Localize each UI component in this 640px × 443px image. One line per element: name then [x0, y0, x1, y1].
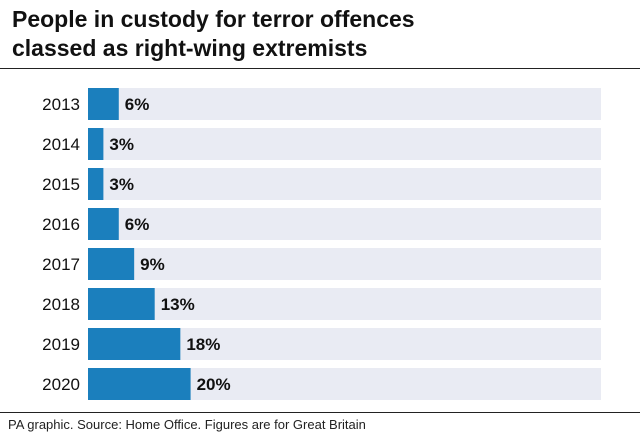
category-label-2015: 2015: [42, 175, 80, 194]
category-label-2019: 2019: [42, 335, 80, 354]
value-label-2013: 6%: [125, 95, 150, 114]
value-label-2015: 3%: [109, 175, 134, 194]
bar-chart: 2013 6% 2014 3% 2015 3% 2016 6% 2017 9% 2018 13% 201…: [42, 88, 601, 400]
source-note: PA graphic. Source: Home Office. Figures…: [8, 417, 366, 432]
bar-2015: [88, 168, 104, 200]
bar-2014: [88, 128, 104, 160]
value-label-2020: 20%: [197, 375, 231, 394]
category-label-2018: 2018: [42, 295, 80, 314]
bar-2018: [88, 288, 155, 320]
bar-track-2016: [88, 208, 601, 240]
bar-2016: [88, 208, 119, 240]
category-label-2017: 2017: [42, 255, 80, 274]
value-label-2017: 9%: [140, 255, 165, 274]
bar-2017: [88, 248, 135, 280]
value-label-2014: 3%: [109, 135, 134, 154]
value-label-2019: 18%: [186, 335, 220, 354]
category-label-2016: 2016: [42, 215, 80, 234]
footer-divider: [0, 412, 640, 413]
bar-2019: [88, 328, 181, 360]
category-label-2014: 2014: [42, 135, 80, 154]
category-label-2020: 2020: [42, 375, 80, 394]
bar-2020: [88, 368, 191, 400]
value-label-2018: 13%: [161, 295, 195, 314]
title-divider: [0, 68, 640, 69]
chart-title: People in custody for terror offences cl…: [12, 6, 415, 61]
bar-track-2013: [88, 88, 601, 120]
bar-track-2015: [88, 168, 601, 200]
value-label-2016: 6%: [125, 215, 150, 234]
bar-2013: [88, 88, 119, 120]
bar-track-2014: [88, 128, 601, 160]
bar-track-2017: [88, 248, 601, 280]
category-label-2013: 2013: [42, 95, 80, 114]
bar-track-2018: [88, 288, 601, 320]
